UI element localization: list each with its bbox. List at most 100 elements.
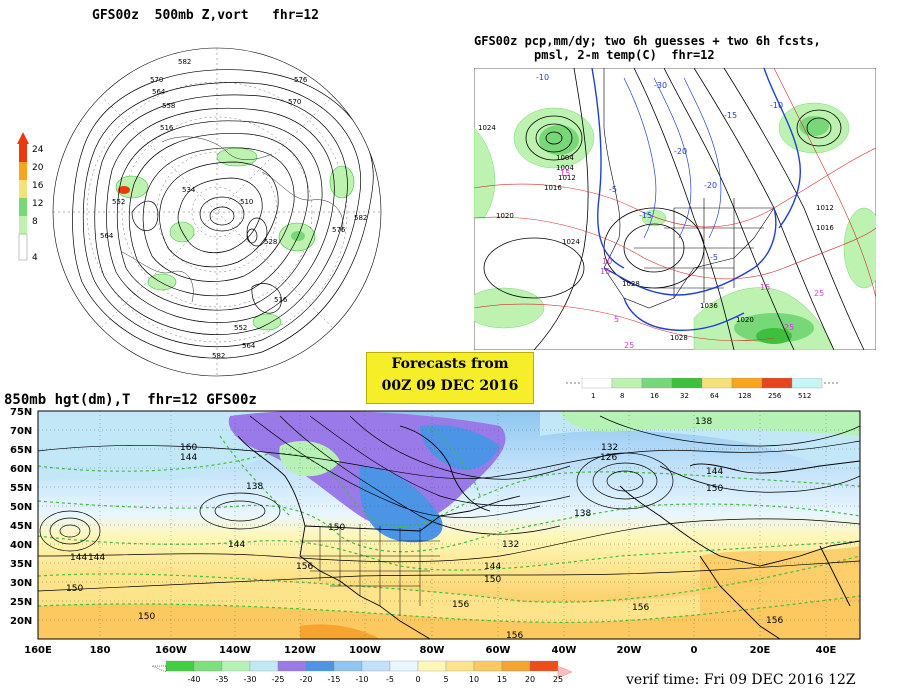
pressure-label: 1028 [670, 334, 688, 342]
temp-label: 15 [760, 283, 770, 292]
pressure-label: 1004 [556, 154, 574, 162]
lat-label: 50N [10, 502, 32, 513]
hgt-label: 144 [180, 453, 197, 463]
contour-label: 576 [294, 76, 308, 84]
contour-label: 558 [162, 102, 175, 110]
panel-pcp-title-line2: pmsl, 2-m temp(C) fhr=12 [534, 48, 715, 62]
temp-colorbar-cell [221, 660, 251, 672]
hgt-label: 138 [574, 509, 591, 519]
lat-label: 70N [10, 426, 32, 437]
lat-label: 40N [10, 540, 32, 551]
temp-label: -30 [654, 81, 667, 90]
vort-scale-label: 4 [32, 253, 38, 263]
hgt-label: 150 [328, 523, 345, 533]
pcp-scale-label: 32 [680, 392, 689, 400]
contour-label: 516 [160, 124, 174, 132]
temp-scale-label: -20 [299, 675, 312, 684]
pressure-label: 1012 [558, 174, 576, 182]
hgt-label: 144 [484, 562, 501, 572]
lat-label: 75N [10, 407, 32, 418]
temp-colorbar-cell [333, 660, 363, 672]
hgt-label: 132 [502, 540, 519, 550]
hgt-label: 160 [180, 443, 197, 453]
temp-label: -5 [710, 253, 718, 262]
lon-label: 40W [552, 645, 577, 656]
pcp-scale-label: 16 [650, 392, 659, 400]
pressure-label: 1016 [544, 184, 562, 192]
temp-label: 10 [602, 257, 612, 266]
temp-colorbar-cell [193, 660, 223, 672]
temp-scale-label: 25 [553, 675, 563, 684]
lat-label: 20N [10, 616, 32, 627]
pcp-colorbar-cell [701, 378, 733, 389]
temp-colorbar-cell [361, 660, 391, 672]
hgt-label: 150 [66, 584, 83, 594]
temp-label: -20 [704, 181, 717, 190]
hgt-label: 150 [706, 484, 723, 494]
temp-colorbar-cell [305, 660, 335, 672]
pcp-colorbar-cell [761, 378, 793, 389]
pcp-colorbar-cell [611, 378, 643, 389]
contour-label: 582 [178, 58, 191, 66]
pressure-label: 1004 [556, 164, 574, 172]
pressure-label: 1012 [816, 204, 834, 212]
hgt-label: 156 [632, 603, 649, 613]
temp-scale-label: -40 [187, 675, 200, 684]
map-850mb: 160 144 138 144 144 150 150 156 150 132 … [10, 407, 861, 684]
lat-label: 25N [10, 597, 32, 608]
lon-label: 20E [750, 645, 771, 656]
pcp-scale-label: 8 [620, 392, 624, 400]
pcp-scale-label: 256 [768, 392, 782, 400]
vort-scale-label: 20 [32, 163, 44, 173]
contour-label: 576 [332, 226, 346, 234]
contour-label: 564 [100, 232, 114, 240]
temp-label: -10 [536, 73, 549, 82]
vort-scale-label: 8 [32, 217, 38, 227]
lat-label: 30N [10, 578, 32, 589]
lon-label: 180 [90, 645, 111, 656]
lon-label: 140W [219, 645, 251, 656]
forecast-line1: Forecasts from [391, 356, 509, 372]
temp-colorbar-cell [473, 660, 503, 672]
pressure-label: 1020 [736, 316, 754, 324]
temp-scale-label: 0 [415, 675, 420, 684]
contour-label: 570 [288, 98, 301, 106]
lat-label: 65N [10, 445, 32, 456]
contour-label: 564 [242, 342, 256, 350]
temp-scale-label: 15 [497, 675, 507, 684]
temp-scale-label: 10 [469, 675, 479, 684]
temp-label: 15 [600, 267, 610, 276]
temp-colorbar-cell [529, 660, 559, 672]
forecast-init-box: Forecasts from 00Z 09 DEC 2016 [366, 352, 534, 404]
lat-label: 60N [10, 464, 32, 475]
temp-label: -20 [674, 147, 687, 156]
vort-scale-label: 16 [32, 181, 44, 191]
temp-colorbar-cell [445, 660, 475, 672]
hgt-label: 138 [695, 417, 712, 427]
forecast-line2: 00Z 09 DEC 2016 [381, 378, 519, 394]
pressure-label: 1028 [622, 280, 640, 288]
contour-label: 552 [234, 324, 247, 332]
temp-scale-label: -15 [327, 675, 340, 684]
lon-label: 40E [816, 645, 837, 656]
temp-colorbar-cell [389, 660, 419, 672]
hgt-label: 144 [228, 540, 245, 550]
vort-scale-label: 12 [32, 199, 43, 209]
contour-label: 570 [150, 76, 163, 84]
hgt-label: 132 [601, 443, 618, 453]
pressure-label: 1016 [816, 224, 834, 232]
pcp-colorbar: 1 8 16 32 64 128 256 512 [566, 378, 838, 400]
hgt-label: 150 [484, 575, 501, 585]
verif-time: verif time: Fri 09 DEC 2016 12Z [626, 672, 856, 688]
pcp-colorbar-cell [731, 378, 763, 389]
hgt-label: 150 [138, 612, 155, 622]
temp-colorbar-cell [277, 660, 307, 672]
hgt-label: 156 [506, 631, 523, 641]
temp-label: 5 [614, 315, 619, 324]
contour-label: 552 [112, 198, 125, 206]
contour-label: 510 [240, 198, 253, 206]
lat-label: 35N [10, 559, 32, 570]
contour-label: 528 [264, 238, 277, 246]
lon-label: 80W [420, 645, 445, 656]
pcp-scale-label: 128 [738, 392, 751, 400]
